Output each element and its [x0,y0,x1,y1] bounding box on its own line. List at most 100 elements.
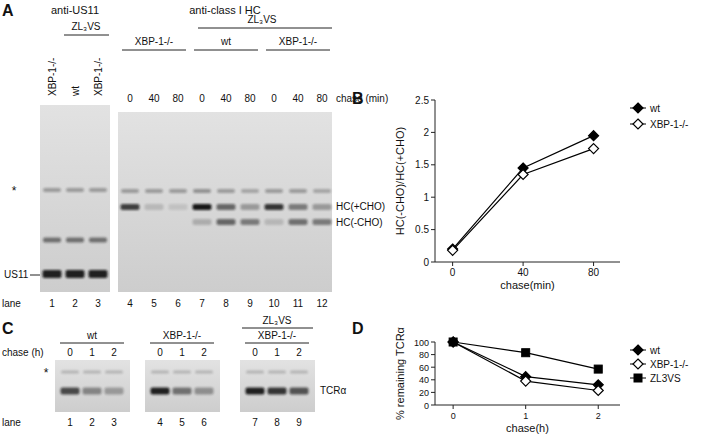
band [151,388,170,395]
group-label: ZL₃VS [262,315,291,326]
y-tick-label: 40 [419,375,429,385]
band [195,371,213,374]
lane-number: 10 [268,298,280,309]
band [61,371,79,374]
band [193,189,211,193]
band-label: US11 [4,269,29,280]
y-tick-label: 0 [423,257,429,268]
group-label: XBP-1-/- [163,330,201,341]
lane-number: 9 [296,417,302,428]
y-tick-label: 0.5 [415,224,429,235]
y-axis [435,100,436,262]
lane-number: 8 [274,417,280,428]
band [105,388,124,395]
lane-number: 8 [223,298,229,309]
band [43,188,61,192]
band [241,189,259,193]
chase-time: 0 [67,347,73,358]
band [313,189,331,193]
band [89,238,107,243]
chase-label: chase (h) [2,347,44,358]
band [265,219,284,225]
chase-time: 1 [274,347,280,358]
legend-marker [633,103,643,113]
x-axis-label: chase(min) [500,279,554,291]
chase-time: 80 [244,93,256,104]
x-tick [452,262,453,266]
lane-number: 2 [89,417,95,428]
band [66,188,84,192]
chase-time: 2 [111,347,117,358]
band [241,204,260,210]
antibody-label: anti-US11 [51,4,99,16]
y-tick [431,354,435,355]
chase-time: 40 [292,93,304,104]
lane-label: lane [2,298,21,309]
group-label: XBP-1-/- [135,36,173,47]
band [43,238,61,243]
point [589,131,599,141]
x-tick-label: 80 [588,267,600,278]
band [66,270,85,278]
lane-header: wt [70,86,81,97]
y-axis-label: % remaining TCRα [394,326,406,420]
band [289,219,308,225]
band [268,371,286,374]
lane-number: 12 [316,298,328,309]
band [89,270,108,278]
band [313,219,332,225]
legend-label: wt [649,345,660,356]
lane-number: 5 [179,417,185,428]
series-line [453,342,598,391]
point [594,365,602,373]
y-tick-label: 2.5 [415,95,429,106]
group-bracket [242,328,313,329]
lane-number: 3 [95,298,101,309]
point [448,337,458,347]
y-tick [431,197,435,198]
y-axis-label: HC(-CHO)/HC(+CHO) [394,127,406,235]
y-tick [431,367,435,368]
point [593,386,603,396]
lane-number: 9 [247,298,253,309]
panel-letter: A [2,2,14,19]
group-label: XBP-1-/- [279,36,317,47]
lane-number: 5 [151,298,157,309]
group-label: ZL₃VS [71,21,100,32]
x-axis [435,405,620,406]
lane-number: 2 [72,298,78,309]
gel [145,360,220,412]
lane-number: 4 [157,417,163,428]
gel [118,112,332,292]
band [83,388,102,395]
chase-time: 80 [172,93,184,104]
x-tick [593,262,594,266]
lane-number: 1 [49,298,55,309]
legend-marker [634,374,642,382]
group-bracket [122,50,186,51]
band [66,238,84,243]
legend-marker [633,359,643,369]
y-tick [431,342,435,343]
gel [55,360,130,412]
band [195,388,214,395]
group-bracket [266,50,330,51]
y-tick-label: 80 [419,350,429,360]
band [290,388,309,395]
legend-label: ZL3VS [650,373,681,384]
panel-letter: B [352,90,364,107]
chase-time: 80 [316,93,328,104]
band [246,371,264,374]
y-tick [431,164,435,165]
band [145,204,164,210]
band [89,188,107,192]
legend-label: XBP-1-/- [650,119,688,130]
x-tick [453,405,454,409]
group-bracket [64,35,109,36]
x-tick-label: 40 [518,267,530,278]
x-tick-label: 2 [596,411,601,421]
band [268,388,287,395]
band [241,219,260,225]
x-tick [523,262,524,266]
chase-time: 40 [220,93,232,104]
